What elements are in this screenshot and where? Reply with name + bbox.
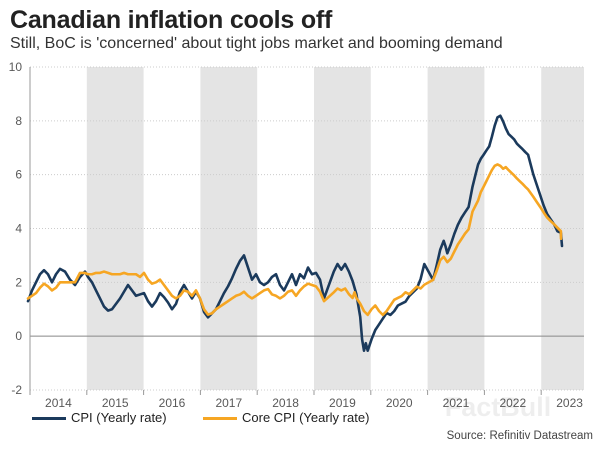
svg-text:8: 8 [15,114,22,128]
svg-text:10: 10 [9,60,23,74]
svg-text:0: 0 [15,329,22,343]
svg-text:4: 4 [15,222,22,236]
svg-text:2: 2 [15,275,22,289]
svg-text:-2: -2 [11,383,22,397]
svg-text:6: 6 [15,168,22,182]
